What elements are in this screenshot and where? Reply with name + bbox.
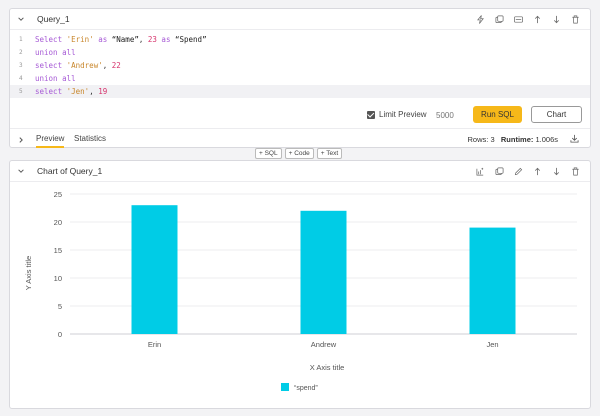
bolt-icon[interactable]	[476, 15, 485, 25]
limit-preview-label: Limit Preview	[379, 110, 427, 119]
limit-input[interactable]	[436, 109, 464, 121]
line-number: 4	[19, 75, 23, 82]
x-tick-label: Andrew	[311, 340, 337, 349]
add-code-button[interactable]: + Code	[284, 148, 314, 159]
chart-settings-icon[interactable]	[476, 167, 485, 177]
query-cell-toolbar	[476, 13, 580, 26]
x-tick-label: Erin	[148, 340, 161, 349]
x-tick-label: Jen	[486, 340, 498, 349]
code-token: union all	[35, 48, 76, 57]
sql-editor[interactable]: 1 Select 'Erin' as “Name”, 23 as “Spend” 2…	[10, 30, 590, 103]
code-token: 'Jen'	[66, 87, 90, 96]
bar	[469, 227, 516, 334]
code-token: ,	[102, 61, 112, 70]
code-token: “Name”	[111, 35, 139, 44]
code-line[interactable]: 5 select 'Jen', 19	[10, 85, 590, 98]
trash-icon[interactable]	[571, 167, 580, 177]
legend-swatch	[281, 383, 289, 391]
y-tick-label: 0	[58, 330, 62, 339]
chart-button[interactable]: Chart	[531, 106, 582, 123]
arrow-down-icon[interactable]	[552, 167, 561, 177]
y-tick-label: 15	[54, 246, 62, 255]
query-cell-header: Query_1	[10, 9, 590, 30]
trash-icon[interactable]	[571, 15, 580, 25]
code-text: union all	[35, 72, 76, 85]
x-axis-title: X Axis title	[310, 363, 345, 372]
query-cell-title[interactable]: Query_1	[37, 14, 70, 24]
chart-cell-header: Chart of Query_1	[10, 161, 590, 182]
limit-preview[interactable]: Limit Preview	[367, 110, 427, 119]
chevron-down-icon[interactable]	[17, 15, 25, 23]
code-token: select	[35, 87, 67, 96]
add-cell-bar: + SQL + Code + Text	[255, 148, 343, 159]
runtime-label: Runtime:	[500, 135, 534, 144]
code-text: select 'Andrew', 22	[35, 59, 121, 72]
tab-preview[interactable]: Preview	[36, 134, 65, 148]
legend-label: “spend”	[294, 385, 318, 392]
copy-sql-icon[interactable]	[495, 15, 504, 25]
code-line[interactable]: 4 union all	[10, 72, 590, 85]
code-token: 19	[98, 87, 108, 96]
chart-cell-toolbar	[476, 165, 580, 178]
rows-label: Rows:	[467, 135, 489, 144]
arrow-down-icon[interactable]	[552, 15, 561, 25]
code-token: select	[35, 61, 67, 70]
code-text: Select 'Erin' as “Name”, 23 as “Spend”	[35, 33, 207, 46]
chevron-right-icon[interactable]	[17, 136, 25, 144]
line-number: 5	[19, 88, 23, 95]
run-sql-button[interactable]: Run SQL	[473, 106, 522, 123]
code-token: “Spend”	[174, 35, 207, 44]
arrow-up-icon[interactable]	[533, 167, 542, 177]
line-number: 2	[19, 49, 23, 56]
code-token: 'Erin'	[66, 35, 94, 44]
arrow-up-icon[interactable]	[533, 15, 542, 25]
download-icon[interactable]	[570, 134, 579, 143]
rows-value: 3	[490, 135, 495, 144]
result-info: Rows: 3 Runtime: 1.006s	[468, 135, 559, 144]
chevron-down-icon[interactable]	[17, 167, 25, 175]
code-token: 23	[147, 35, 157, 44]
add-sql-button[interactable]: + SQL	[255, 148, 282, 159]
y-tick-label: 10	[54, 274, 62, 283]
add-text-button[interactable]: + Text	[316, 148, 343, 159]
code-token: union all	[35, 74, 76, 83]
bar	[300, 210, 347, 334]
chart-cell-title[interactable]: Chart of Query_1	[37, 166, 103, 176]
chart-cell: Chart of Query_1 Y Axis title X Axis tit…	[9, 160, 591, 409]
line-number: 3	[19, 62, 23, 69]
copy-icon[interactable]	[495, 167, 504, 177]
code-token: 'Andrew'	[66, 61, 103, 70]
bar	[131, 205, 178, 334]
code-text: select 'Jen', 19	[35, 85, 107, 98]
query-actions: Limit Preview Run SQL Chart	[10, 106, 590, 126]
query-cell: Query_1 1 Select 'Erin' as “Name”, 23 as …	[9, 8, 591, 148]
code-line[interactable]: 3 select 'Andrew', 22	[10, 59, 590, 72]
code-text: union all	[35, 46, 76, 59]
toggle-view-icon[interactable]	[514, 15, 523, 25]
bar-chart: Y Axis title X Axis title 0 5 10 15 20 25 Eri…	[24, 190, 577, 392]
code-token: 22	[111, 61, 121, 70]
code-token: as	[93, 35, 112, 44]
tab-statistics[interactable]: Statistics	[74, 134, 107, 143]
y-tick-label: 20	[54, 218, 62, 227]
code-token: Select	[35, 35, 67, 44]
edit-icon[interactable]	[514, 167, 523, 177]
y-axis-title: Y Axis title	[24, 256, 33, 290]
code-line[interactable]: 2 union all	[10, 46, 590, 59]
code-token: ,	[89, 87, 99, 96]
result-tabs: Preview Statistics Rows: 3 Runtime: 1.00…	[10, 128, 590, 149]
code-token: as	[156, 35, 175, 44]
code-token: ,	[138, 35, 148, 44]
y-tick-label: 5	[58, 302, 62, 311]
y-tick-label: 25	[54, 190, 62, 199]
line-number: 1	[19, 36, 23, 43]
code-line[interactable]: 1 Select 'Erin' as “Name”, 23 as “Spend”	[10, 33, 590, 46]
limit-preview-checkbox[interactable]	[367, 110, 375, 119]
runtime-value: 1.006s	[535, 135, 558, 144]
